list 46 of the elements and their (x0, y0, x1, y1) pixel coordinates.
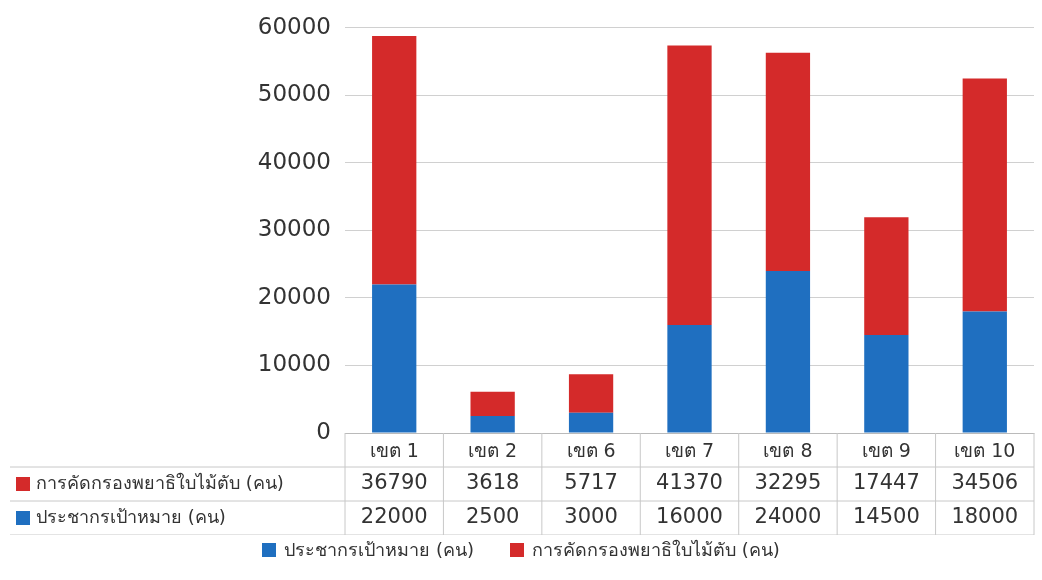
bar (864, 217, 909, 336)
x-tick-label: เขต 8 (763, 439, 813, 462)
bar (470, 391, 515, 417)
data-label: 2500 (465, 504, 520, 529)
bar (568, 412, 614, 433)
data-label: 16000 (656, 504, 723, 529)
x-tick-label: เขต 6 (566, 439, 616, 462)
legend-label: การคัดกรองพยาธิใบไม้ตับ (คน) (36, 471, 284, 493)
bar (667, 45, 712, 325)
data-label: 41370 (656, 470, 723, 495)
bar (962, 311, 1007, 433)
data-label: 3618 (465, 470, 520, 495)
bar (568, 374, 614, 413)
data-label: 18000 (951, 504, 1019, 529)
x-tick-label: เขต 1 (369, 439, 419, 462)
x-tick-label: เขต 9 (861, 439, 911, 462)
legend-label: ประชากรเป้าหมาย (คน) (284, 538, 474, 562)
text: การคัดกรองพยาธิใบไม้ตับ (คน) (532, 539, 780, 560)
x-tick-label: เขต 2 (468, 439, 518, 462)
y-tick-label: 10000 (257, 350, 331, 377)
bar (765, 52, 811, 271)
y-tick-label: 40000 (257, 147, 331, 174)
data-label: 36790 (360, 470, 428, 495)
x-tick-label: เขต 10 (954, 439, 1016, 462)
bar (962, 78, 1007, 312)
x-tick-label: เขต 7 (664, 439, 715, 462)
bar (372, 35, 417, 285)
data-label: 17447 (852, 470, 920, 495)
data-label: 34506 (951, 470, 1019, 495)
bar (372, 284, 417, 433)
bar (765, 270, 811, 433)
y-tick-label: 60000 (257, 12, 331, 39)
data-label: 24000 (754, 504, 822, 529)
bar (667, 324, 712, 433)
data-label: 14500 (852, 504, 920, 529)
bar (470, 416, 515, 433)
y-tick-label: 20000 (257, 282, 331, 309)
y-tick-label: 0 (316, 417, 331, 444)
text: ประชากรเป้าหมาย (คน) (36, 505, 226, 527)
y-tick-label: 50000 (257, 80, 331, 107)
bar (864, 335, 909, 433)
data-label: 32295 (754, 470, 822, 495)
data-label: 22000 (360, 504, 428, 529)
y-tick-label: 30000 (257, 215, 331, 242)
data-label: 5717 (564, 470, 618, 495)
data-label: 3000 (564, 504, 618, 529)
